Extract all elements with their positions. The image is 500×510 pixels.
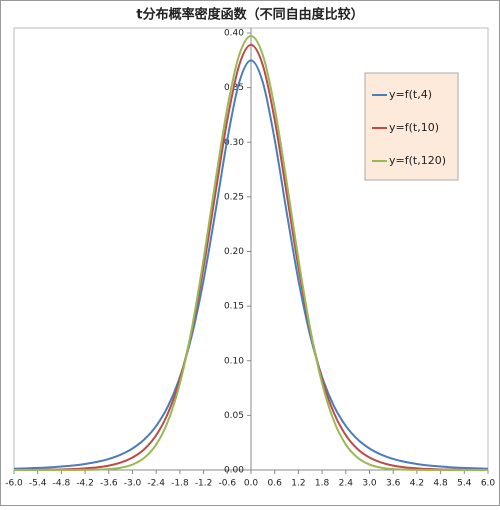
x-tick-label: -4.8 bbox=[53, 479, 71, 489]
y-tick-label: 0.00 bbox=[224, 466, 244, 476]
legend-box bbox=[364, 72, 459, 181]
x-tick-label: 3.0 bbox=[362, 479, 377, 489]
x-tick-label: 4.8 bbox=[433, 479, 448, 489]
y-tick-label: 0.10 bbox=[224, 356, 244, 366]
legend-label: y=f(t,10) bbox=[389, 121, 439, 134]
x-tick-label: 5.4 bbox=[457, 479, 472, 489]
x-tick-label: 2.4 bbox=[339, 479, 354, 489]
x-tick-label: -5.4 bbox=[29, 479, 47, 489]
series-line bbox=[13, 43, 489, 471]
legend-label: y=f(t,4) bbox=[389, 88, 432, 101]
x-tick-label: -0.6 bbox=[219, 479, 237, 489]
y-tick-label: 0.20 bbox=[224, 247, 244, 257]
y-tick-label: 0.15 bbox=[224, 302, 244, 312]
series-line bbox=[14, 34, 488, 472]
y-tick-label: 0.25 bbox=[224, 192, 244, 202]
chart-title: t分布概率密度函数（不同自由度比较） bbox=[136, 7, 363, 23]
y-tick-label: 0.05 bbox=[224, 411, 244, 421]
legend-label: y=f(t,120) bbox=[389, 154, 446, 167]
x-tick-label: -3.6 bbox=[100, 479, 118, 489]
x-tick-label: 1.2 bbox=[291, 479, 305, 489]
y-tick-label: 0.40 bbox=[224, 29, 244, 39]
x-tick-label: -2.4 bbox=[147, 479, 165, 489]
x-tick-label: -1.8 bbox=[171, 479, 189, 489]
x-tick-label: 1.8 bbox=[315, 479, 330, 489]
x-tick-label: 6.0 bbox=[481, 479, 496, 489]
y-tick-label: 0.30 bbox=[224, 138, 244, 148]
x-tick-label: 4.2 bbox=[410, 479, 424, 489]
x-tick-label: -1.2 bbox=[195, 479, 213, 489]
x-tick-label: 3.6 bbox=[386, 479, 401, 489]
x-tick-label: -3.0 bbox=[124, 479, 142, 489]
x-tick-label: 0.0 bbox=[244, 479, 259, 489]
x-tick-label: -4.2 bbox=[76, 479, 94, 489]
x-tick-label: 0.6 bbox=[268, 479, 283, 489]
series-line bbox=[13, 59, 489, 470]
x-tick-label: -6.0 bbox=[5, 479, 23, 489]
